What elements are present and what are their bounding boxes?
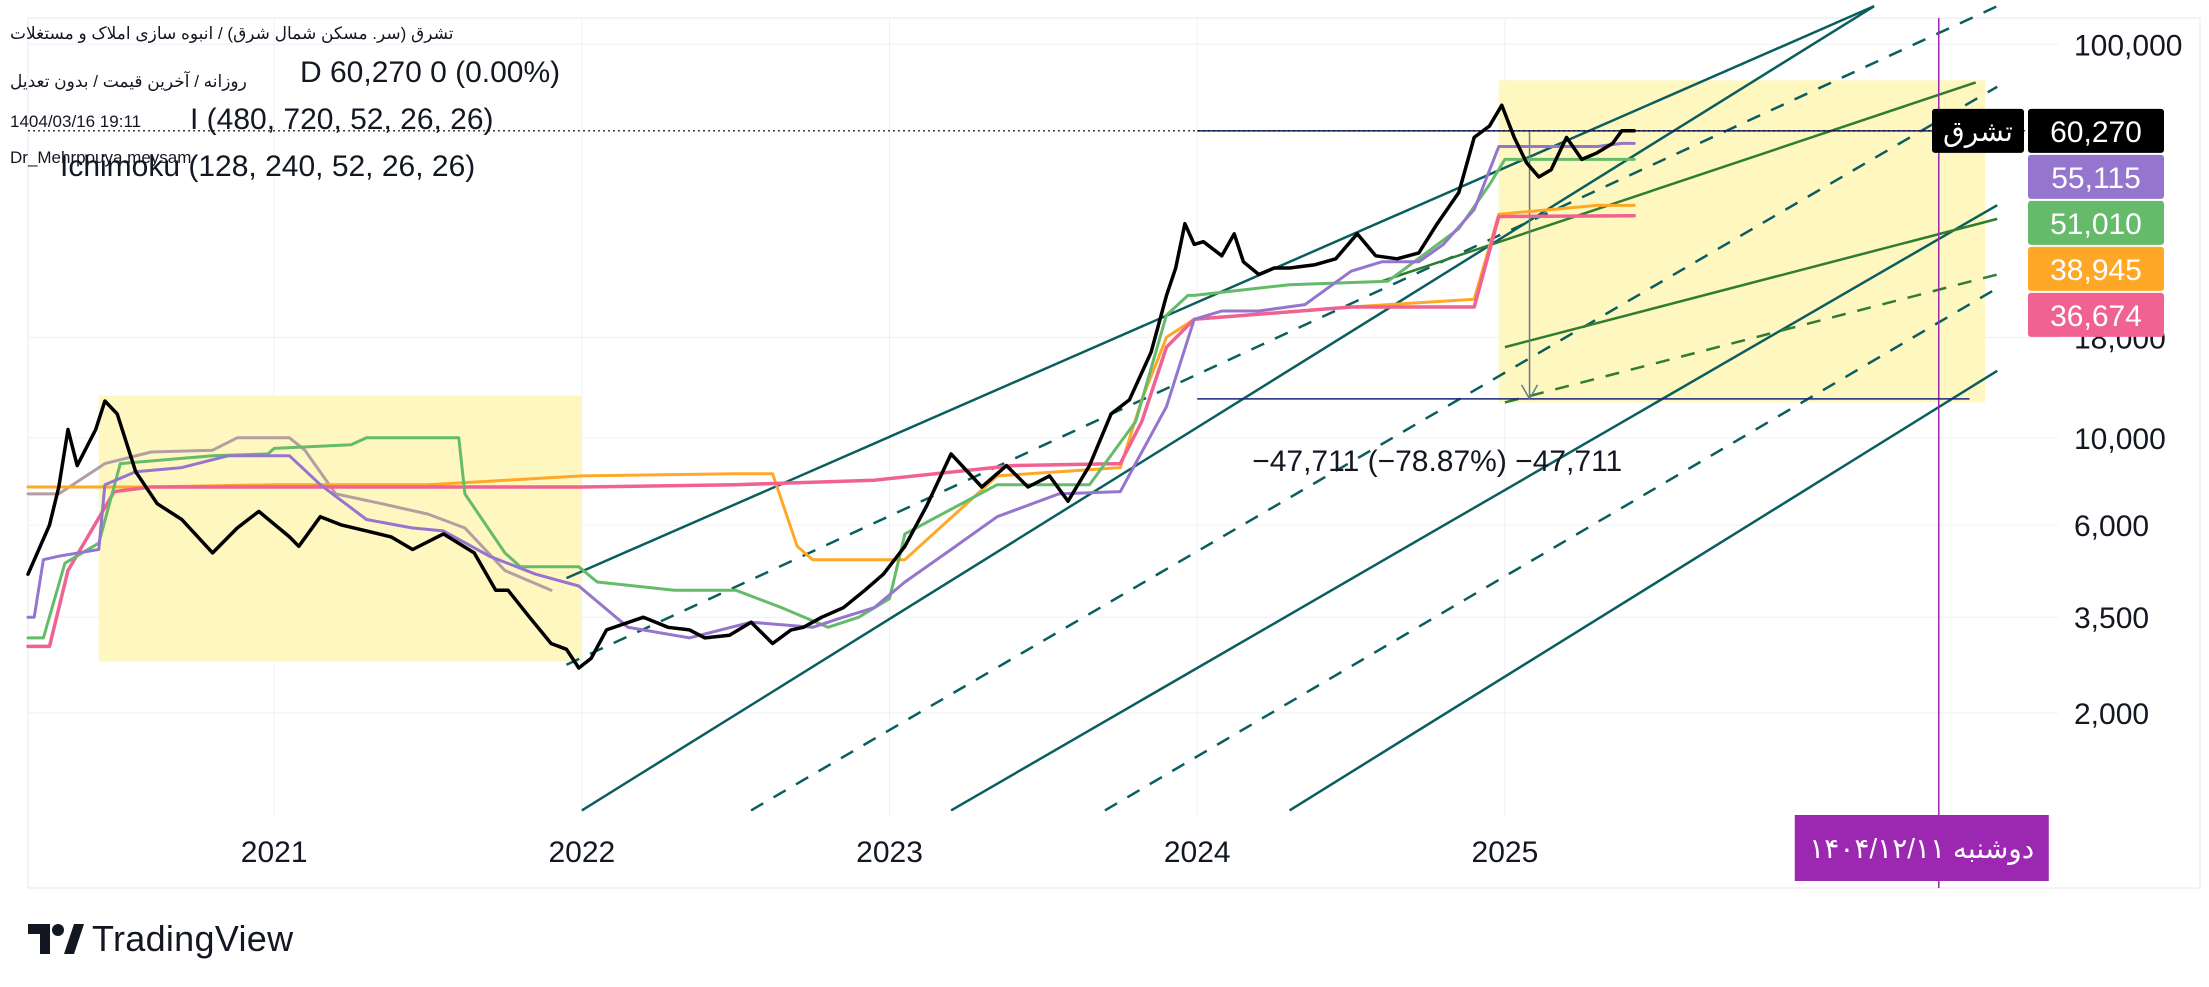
- channel-line-5: [1104, 287, 1998, 812]
- brand-name: TradingView: [92, 918, 294, 959]
- series-price: [26, 103, 1636, 670]
- chart-frame: [27, 17, 2201, 889]
- quote-line: D 60,270 0 (0.00%): [300, 56, 561, 89]
- channel-line-4: [950, 204, 1998, 812]
- y-tick-label-1: 3,500: [2074, 602, 2149, 635]
- x-tick-label-2: 2023: [856, 836, 923, 869]
- x-tick-label-0: 2021: [241, 836, 308, 869]
- price-label-1: 55,115: [2051, 162, 2141, 195]
- price-label-bg-1: [2028, 154, 2164, 199]
- tradingview-logo-icon: [28, 924, 84, 954]
- x-tick-label-4: 2025: [1472, 836, 1539, 869]
- price-label-0: 60,270: [2050, 116, 2142, 149]
- indicator-1-legend[interactable]: I (480, 720, 52, 26, 26): [190, 103, 494, 136]
- x-tick-label-3: 2024: [1164, 836, 1231, 869]
- price-label-bg-2: [2028, 200, 2164, 245]
- series-kijun: [26, 157, 1636, 640]
- channel-line-9: [1504, 273, 1998, 404]
- series-span_orange: [26, 203, 1636, 562]
- indicator-2-legend[interactable]: Ichimoku (128, 240, 52, 26, 26): [60, 150, 476, 183]
- measure-arrow-head: [1520, 384, 1539, 401]
- price-label-3: 38,945: [2050, 254, 2142, 287]
- channel-line-0: [581, 5, 1875, 812]
- symbol-tag-bg: [1932, 108, 2024, 153]
- y-tick-label-3: 10,000: [2074, 423, 2166, 456]
- price-label-bg-3: [2028, 246, 2164, 291]
- channel-line-6: [1288, 369, 1998, 812]
- date-label-bg: [1794, 815, 2049, 881]
- date-label: دوشنبه ۱۴۰۴/۱۲/۱۱: [1809, 833, 2034, 865]
- chart-subtitle: روزانه / آخرین قیمت / بدون تعدیل: [10, 72, 247, 91]
- y-tick-label-2: 6,000: [2074, 510, 2149, 543]
- series-tenkan: [26, 141, 1636, 640]
- series-lagging: [26, 436, 553, 592]
- y-tick-label-0: 2,000: [2074, 698, 2149, 731]
- channel-line-8: [1504, 217, 1998, 349]
- channel-line-7: [1381, 81, 1977, 283]
- highlight-box-0: [98, 395, 582, 662]
- datetime-label: 1404/03/16 19:11: [10, 112, 142, 131]
- symbol-tag: تشرق: [1943, 116, 2013, 148]
- y-tick-label-5: 100,000: [2074, 29, 2182, 62]
- price-label-2: 51,010: [2050, 208, 2142, 241]
- channel-line-3: [750, 85, 1998, 812]
- price-label-bg-4: [2028, 292, 2164, 337]
- price-label-bg-0: [2028, 108, 2164, 153]
- price-label-4: 36,674: [2050, 300, 2142, 333]
- measure-label: −47,711 (−78.87%) −47,711: [1252, 445, 1622, 478]
- brand[interactable]: TradingView: [28, 917, 293, 961]
- chart-title: تشرق (سر. مسکن شمال شرق) / انبوه سازی ام…: [10, 24, 454, 43]
- x-tick-label-1: 2022: [548, 836, 615, 869]
- author-label: Dr_Mehrpouya.meysam: [10, 148, 192, 167]
